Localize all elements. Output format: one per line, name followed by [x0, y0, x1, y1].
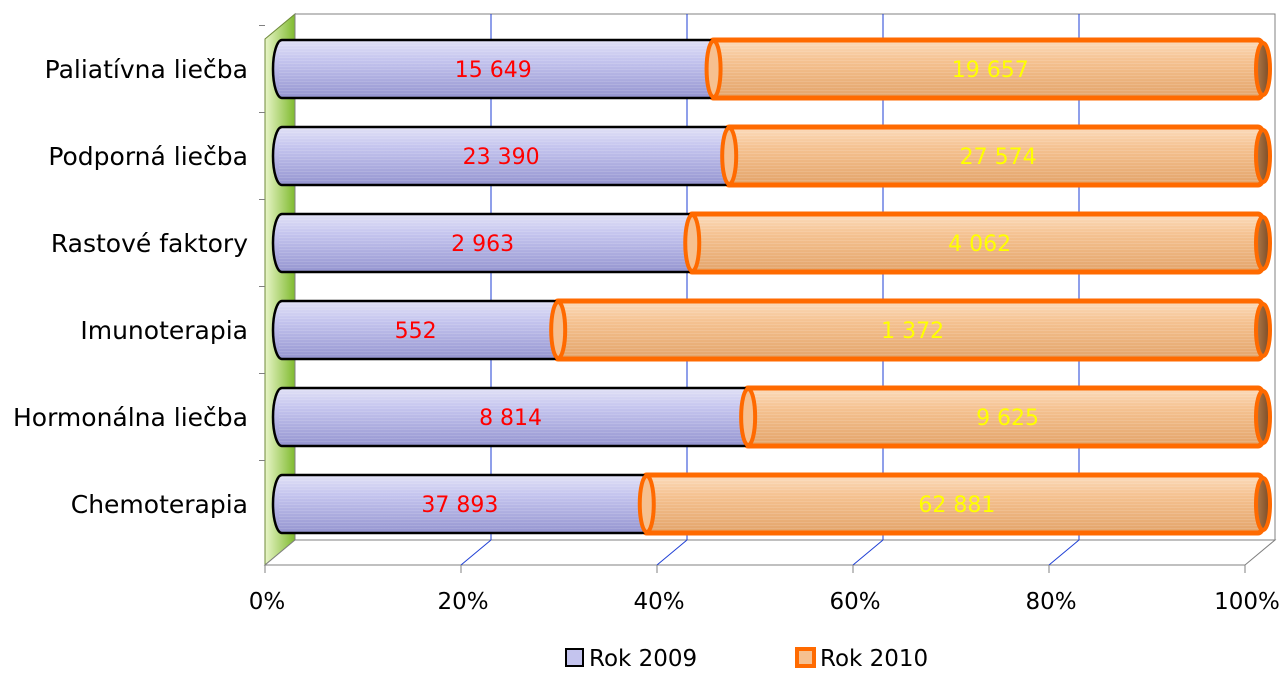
data-label-rok-2010: 4 062 [948, 232, 1011, 257]
x-tick-labels: 0% 20% 40% 60% 80% 100% [249, 589, 1280, 615]
data-label-rok-2010: 19 657 [952, 58, 1029, 83]
data-label-rok-2010: 27 574 [960, 145, 1037, 170]
bar-rok-2010-texture [558, 304, 1261, 356]
data-label-rok-2009: 2 963 [451, 232, 514, 257]
bar-split-cap [637, 474, 656, 534]
bar-end-cap [1254, 302, 1272, 358]
legend-swatch [795, 647, 816, 668]
bar-rok-2010-texture [729, 130, 1261, 182]
data-label-rok-2010: 62 881 [918, 493, 995, 518]
x-tick-label: 80% [1025, 589, 1076, 615]
bar-end-cap [1254, 41, 1272, 97]
bar-rok-2009-texture [279, 303, 557, 357]
bar-rok-2009-texture [279, 42, 712, 96]
x-tick-label: 0% [249, 589, 286, 615]
bar-rok-2009-texture [279, 477, 645, 531]
data-label-rok-2010: 1 372 [881, 319, 944, 344]
x-tick-label: 100% [1214, 589, 1280, 615]
bar-rok-2010-texture [748, 391, 1261, 443]
bar-split-cap [549, 300, 568, 360]
category-label: Chemoterapia [71, 490, 248, 519]
data-label-rok-2009: 37 893 [421, 493, 498, 518]
data-label-rok-2009: 552 [395, 319, 437, 344]
grid-layer [259, 12, 1277, 573]
bar-rok-2009-texture [279, 216, 691, 270]
x-tick-label: 60% [829, 589, 880, 615]
data-label-rok-2010: 9 625 [976, 406, 1039, 431]
bar-rok-2009-texture [279, 390, 747, 444]
category-label: Podporná liečba [48, 142, 248, 171]
category-label: Imunoterapia [80, 316, 248, 345]
legend-swatch [565, 648, 584, 667]
category-label: Paliatívna liečba [45, 55, 248, 84]
gridline-floor [852, 539, 884, 566]
bar-split-cap [739, 387, 758, 447]
data-label-rok-2009: 8 814 [479, 406, 542, 431]
bar-end-cap [1254, 215, 1272, 271]
bar-split-cap [720, 126, 739, 186]
bar-end-cap [1254, 389, 1272, 445]
gridline-floor [460, 539, 492, 566]
bar-end-cap [1254, 128, 1272, 184]
bar-split-cap [704, 39, 723, 99]
back-wall [294, 13, 1276, 541]
bar-rok-2009-texture [279, 129, 728, 183]
bars-layer: 15 649 19 657 23 390 27 574 2 963 4 062 552 1 3… [271, 37, 1272, 536]
legend-label: Rok 2009 [589, 646, 697, 672]
x-tick-label: 20% [437, 589, 488, 615]
category-label: Hormonálna liečba [13, 403, 248, 432]
data-label-rok-2009: 15 649 [455, 58, 532, 83]
bar-end-cap [1254, 476, 1272, 532]
bar-rok-2010-texture [713, 43, 1261, 95]
legend: Rok 2009 Rok 2010 [565, 646, 928, 672]
category-label: Rastové faktory [51, 229, 248, 258]
bar-rok-2010-texture [692, 217, 1261, 269]
legend-label: Rok 2010 [820, 646, 928, 672]
gridline-floor [1048, 539, 1080, 566]
x-tick-label: 40% [633, 589, 684, 615]
bar-split-cap [683, 213, 702, 273]
category-labels: Paliatívna liečba Podporná liečba Rastové … [13, 55, 248, 519]
data-label-rok-2009: 23 390 [463, 145, 540, 170]
floor [263, 539, 1277, 566]
bar-rok-2010-texture [646, 478, 1261, 530]
gridline-floor [656, 539, 688, 566]
